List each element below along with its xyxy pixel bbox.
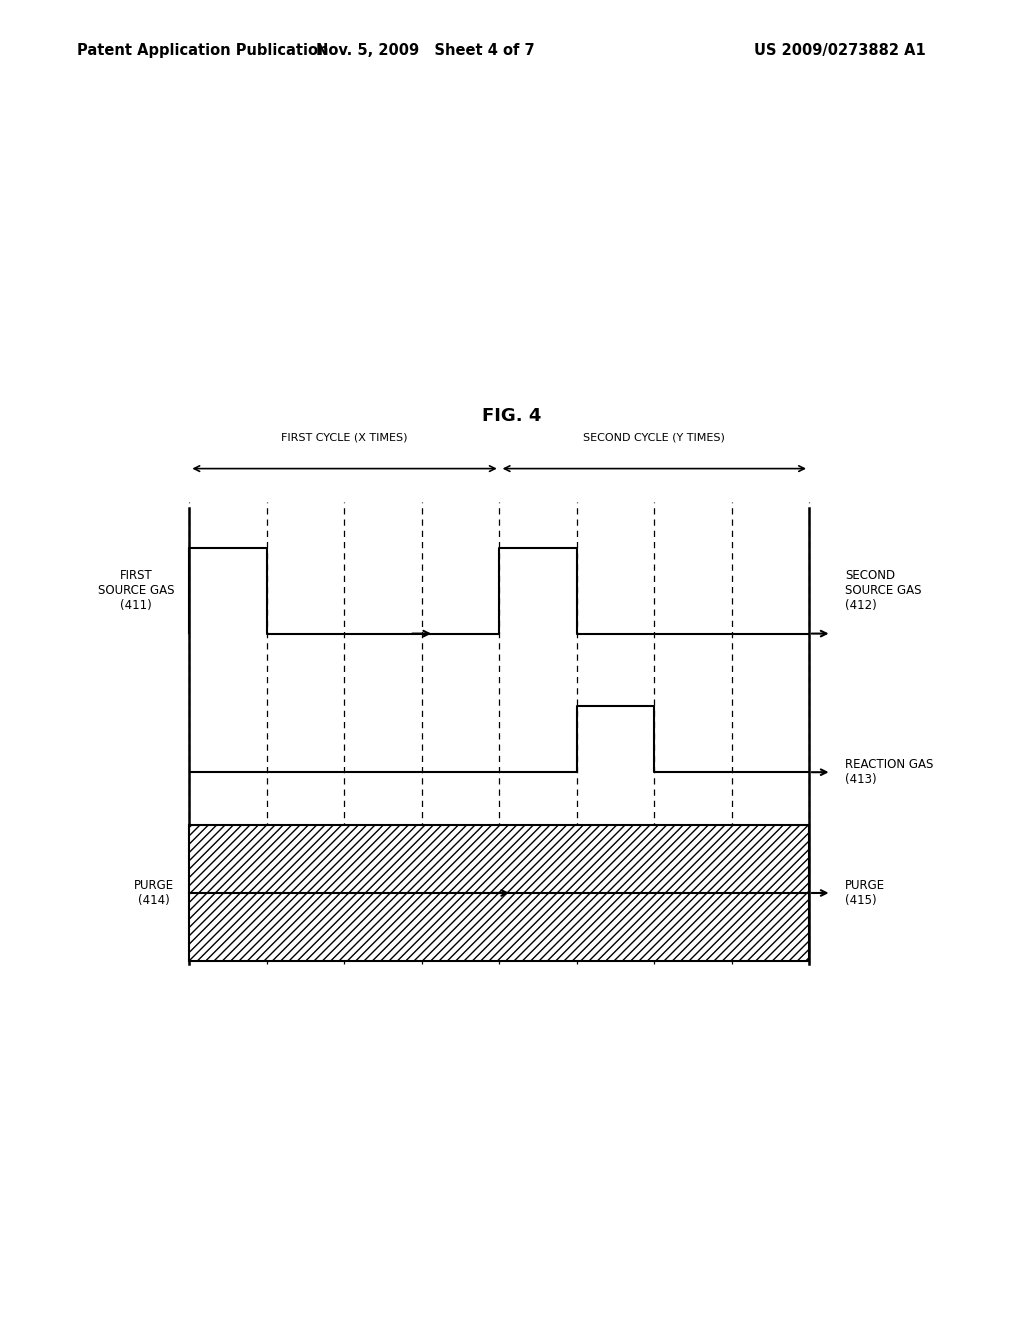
Text: SECOND
SOURCE GAS
(412): SECOND SOURCE GAS (412) xyxy=(845,569,922,612)
Text: PURGE
(415): PURGE (415) xyxy=(845,879,885,907)
Text: US 2009/0273882 A1: US 2009/0273882 A1 xyxy=(754,42,926,58)
Text: Patent Application Publication: Patent Application Publication xyxy=(77,42,329,58)
Bar xyxy=(189,825,809,961)
Text: FIG. 4: FIG. 4 xyxy=(482,407,542,425)
Text: Nov. 5, 2009   Sheet 4 of 7: Nov. 5, 2009 Sheet 4 of 7 xyxy=(315,42,535,58)
Text: FIRST CYCLE (X TIMES): FIRST CYCLE (X TIMES) xyxy=(282,432,408,442)
Text: SECOND CYCLE (Y TIMES): SECOND CYCLE (Y TIMES) xyxy=(584,432,725,442)
Text: PURGE
(414): PURGE (414) xyxy=(134,879,174,907)
Text: REACTION GAS
(413): REACTION GAS (413) xyxy=(845,758,933,787)
Text: FIRST
SOURCE GAS
(411): FIRST SOURCE GAS (411) xyxy=(97,569,174,612)
